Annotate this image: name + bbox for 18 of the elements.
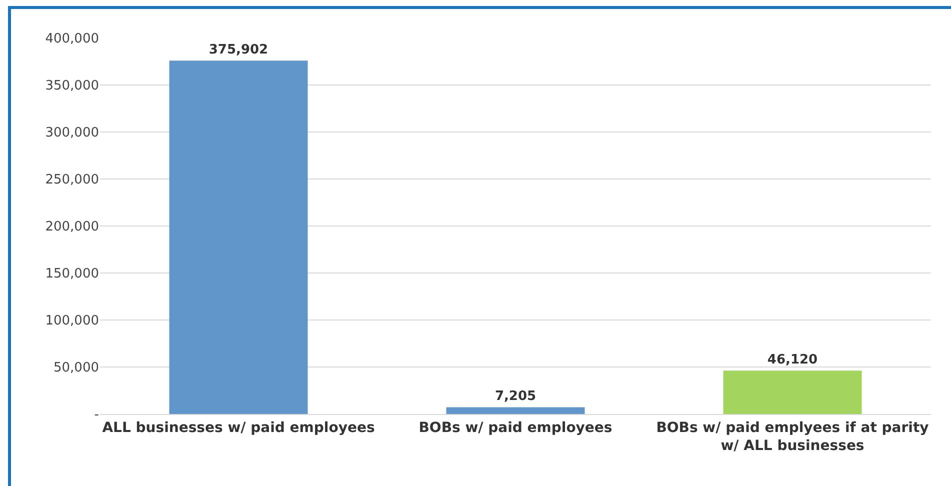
y-tick-label: 100,000 [45, 314, 99, 329]
y-tick-label: 400,000 [45, 32, 99, 47]
bar [723, 370, 862, 414]
y-tick-label: 150,000 [45, 266, 99, 282]
x-tick-label: BOBs w/ paid emplyees if at parity w/ ALL businesses [656, 420, 929, 454]
data-label: 46,120 [767, 352, 818, 368]
y-tick-label: - [94, 408, 100, 423]
bar [169, 60, 308, 414]
data-label: 7,205 [494, 389, 536, 404]
y-tick-label: 50,000 [54, 360, 99, 376]
y-tick-label: 200,000 [45, 220, 99, 235]
bar [446, 407, 585, 414]
y-tick-label: 350,000 [45, 78, 99, 94]
x-tick-label: ALL businesses w/ paid employees [102, 420, 375, 436]
y-tick-label: 300,000 [45, 126, 99, 141]
x-tick-label: BOBs w/ paid employees [418, 420, 612, 436]
y-tick-label: 250,000 [45, 172, 99, 188]
data-label: 375,902 [208, 42, 268, 58]
